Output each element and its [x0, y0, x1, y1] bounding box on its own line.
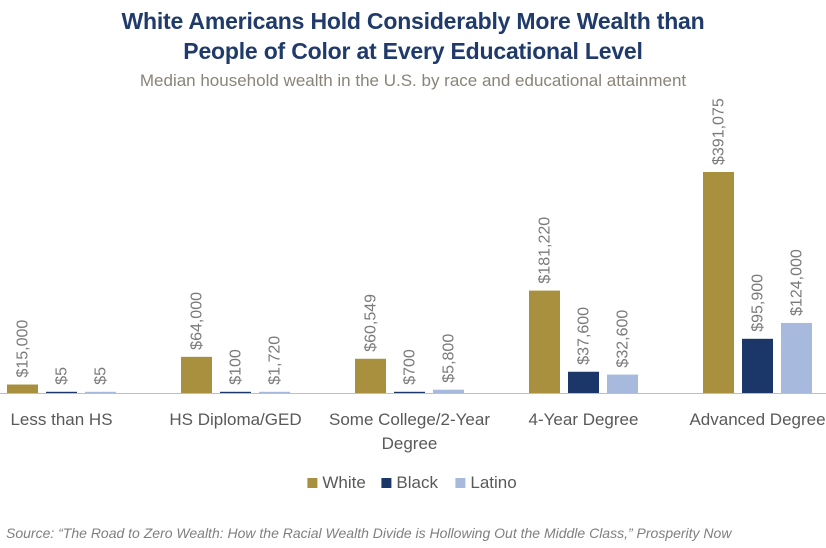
data-label-white-0: $15,000 [15, 320, 32, 378]
category-label-2-line-1: Degree [382, 434, 438, 453]
bar-white-0 [7, 384, 38, 393]
legend-label-white: White [322, 473, 365, 492]
legend-label-black: Black [396, 473, 438, 492]
chart-title-line-1: White Americans Hold Considerably More W… [121, 8, 705, 34]
bar-black-4 [742, 338, 773, 393]
chart-title: White Americans Hold Considerably More W… [0, 6, 826, 66]
data-label-black-1: $100 [228, 349, 245, 385]
bar-latino-1 [259, 391, 290, 393]
bar-latino-2 [433, 389, 464, 393]
data-label-black-3: $37,600 [576, 307, 593, 365]
legend-swatch-latino [455, 478, 466, 488]
bar-black-3 [568, 371, 599, 393]
category-label-2: Some College/2-Year [329, 410, 490, 429]
legend-label-latino: Latino [470, 473, 516, 492]
bar-black-2 [394, 391, 425, 393]
bar-latino-4 [781, 322, 812, 393]
data-label-latino-3: $32,600 [615, 310, 632, 368]
data-label-latino-1: $1,720 [267, 336, 284, 385]
data-label-latino-0: $5 [93, 367, 110, 385]
bar-white-3 [529, 290, 560, 393]
category-label-4: Advanced Degree [689, 410, 825, 429]
bar-white-4 [703, 172, 734, 393]
data-label-white-3: $181,220 [537, 217, 554, 284]
data-label-white-4: $391,075 [711, 98, 728, 165]
bar-black-0 [46, 391, 77, 393]
source-note: Source: “The Road to Zero Wealth: How th… [6, 525, 732, 541]
category-label-1: HS Diploma/GED [169, 410, 301, 429]
bar-latino-0 [85, 391, 116, 393]
legend-swatch-white [307, 478, 318, 488]
bar-latino-3 [607, 374, 638, 393]
bar-white-2 [355, 358, 386, 393]
data-label-latino-2: $5,800 [441, 334, 458, 383]
chart-title-line-2: People of Color at Every Educational Lev… [183, 38, 643, 64]
data-label-white-2: $60,549 [363, 294, 380, 352]
category-label-0: Less than HS [10, 410, 112, 429]
bar-black-1 [220, 391, 251, 393]
data-label-black-2: $700 [402, 349, 419, 385]
data-label-white-1: $64,000 [189, 292, 206, 350]
data-label-black-0: $5 [54, 367, 71, 385]
legend-swatch-black [381, 478, 392, 488]
chart-subtitle: Median household wealth in the U.S. by r… [139, 71, 687, 90]
bar-white-1 [181, 356, 212, 393]
category-label-3: 4-Year Degree [529, 410, 639, 429]
data-label-latino-4: $124,000 [789, 249, 806, 316]
data-label-black-4: $95,900 [750, 274, 767, 332]
